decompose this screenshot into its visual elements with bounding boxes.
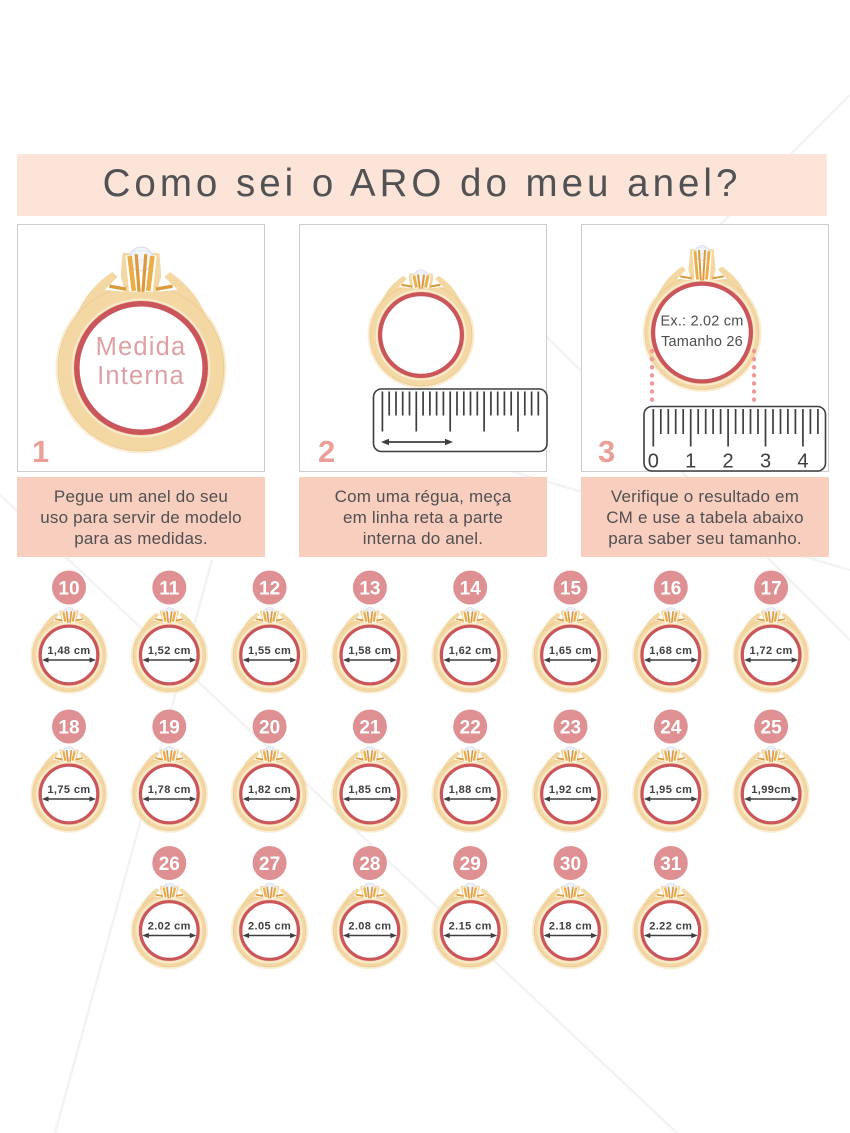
svg-text:1,68 cm: 1,68 cm: [649, 645, 692, 657]
svg-text:13: 13: [359, 578, 380, 599]
svg-text:15: 15: [560, 578, 582, 599]
svg-text:4: 4: [797, 451, 808, 473]
svg-text:31: 31: [660, 854, 682, 875]
svg-text:2.18 cm: 2.18 cm: [549, 921, 592, 933]
svg-text:25: 25: [761, 717, 783, 738]
svg-text:24: 24: [660, 717, 682, 738]
svg-text:21: 21: [359, 717, 381, 738]
svg-text:2: 2: [723, 451, 734, 473]
svg-text:1,95 cm: 1,95 cm: [649, 784, 692, 796]
svg-text:1,62 cm: 1,62 cm: [449, 645, 492, 657]
svg-text:30: 30: [560, 854, 581, 875]
svg-text:16: 16: [660, 578, 681, 599]
svg-text:3: 3: [760, 451, 771, 473]
svg-text:1: 1: [685, 451, 696, 473]
svg-text:2.02 cm: 2.02 cm: [148, 921, 191, 933]
svg-text:1,75 cm: 1,75 cm: [47, 784, 90, 796]
svg-text:1,99cm: 1,99cm: [751, 784, 791, 796]
svg-text:22: 22: [460, 717, 481, 738]
svg-text:28: 28: [359, 854, 380, 875]
svg-text:1,92 cm: 1,92 cm: [549, 784, 592, 796]
svg-text:2.08 cm: 2.08 cm: [348, 921, 391, 933]
svg-text:1,88 cm: 1,88 cm: [449, 784, 492, 796]
svg-text:1,52 cm: 1,52 cm: [148, 645, 191, 657]
svg-text:1,85 cm: 1,85 cm: [348, 784, 391, 796]
svg-text:1,48 cm: 1,48 cm: [47, 645, 90, 657]
svg-text:1,78 cm: 1,78 cm: [148, 784, 191, 796]
svg-text:18: 18: [58, 717, 79, 738]
svg-text:Ex.: 2.02 cm: Ex.: 2.02 cm: [661, 314, 744, 330]
svg-text:17: 17: [761, 578, 782, 599]
svg-text:Medida: Medida: [96, 333, 187, 361]
svg-text:26: 26: [159, 854, 180, 875]
svg-text:12: 12: [259, 578, 280, 599]
svg-text:1,58 cm: 1,58 cm: [348, 645, 391, 657]
svg-text:2.22 cm: 2.22 cm: [649, 921, 692, 933]
svg-text:19: 19: [159, 717, 180, 738]
svg-text:1,82 cm: 1,82 cm: [248, 784, 291, 796]
svg-text:20: 20: [259, 717, 280, 738]
svg-text:14: 14: [460, 578, 482, 599]
svg-text:11: 11: [159, 578, 180, 599]
svg-text:29: 29: [460, 854, 481, 875]
svg-text:2.05 cm: 2.05 cm: [248, 921, 291, 933]
svg-text:23: 23: [560, 717, 581, 738]
svg-text:Tamanho 26: Tamanho 26: [661, 334, 743, 350]
svg-text:10: 10: [58, 578, 79, 599]
svg-text:1,72 cm: 1,72 cm: [750, 645, 793, 657]
svg-text:27: 27: [259, 854, 280, 875]
svg-text:0: 0: [648, 451, 659, 473]
svg-text:2.15 cm: 2.15 cm: [449, 921, 492, 933]
svg-text:1,55 cm: 1,55 cm: [248, 645, 291, 657]
svg-text:Interna: Interna: [97, 362, 185, 390]
svg-text:1,65 cm: 1,65 cm: [549, 645, 592, 657]
